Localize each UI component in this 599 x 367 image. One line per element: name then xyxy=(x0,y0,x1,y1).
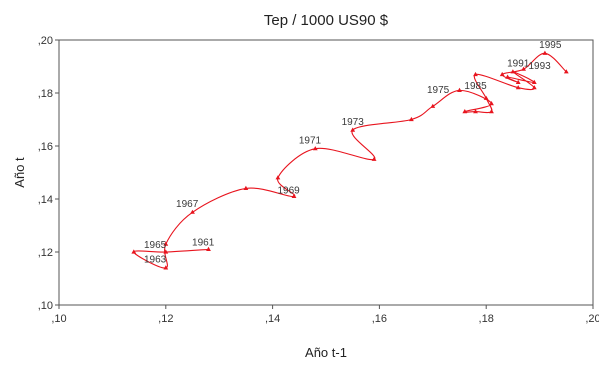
point-year-label: 1963 xyxy=(144,255,167,266)
point-year-label: 1995 xyxy=(539,40,562,51)
point-year-label: 1969 xyxy=(277,186,300,197)
point-year-label: 1991 xyxy=(507,59,530,70)
data-point-marker xyxy=(206,246,211,251)
data-point-marker xyxy=(371,156,377,161)
y-tick-label: ,18 xyxy=(38,88,53,100)
data-point-marker xyxy=(489,101,494,106)
y-tick-label: ,20 xyxy=(38,35,53,47)
point-year-label: 1971 xyxy=(299,135,322,146)
data-point-marker xyxy=(531,85,537,90)
data-point-marker xyxy=(462,109,468,114)
point-year-label: 1965 xyxy=(144,240,167,251)
data-point-marker xyxy=(563,69,569,74)
y-axis-title: Año t xyxy=(12,157,27,188)
data-point-marker xyxy=(457,87,462,92)
point-year-label: 1967 xyxy=(176,199,199,210)
y-tick-label: ,14 xyxy=(38,194,53,206)
x-axis: ,10 ,12 ,14 ,16 ,18 ,20 xyxy=(51,305,599,325)
point-year-label: 1993 xyxy=(528,61,551,72)
series-layer xyxy=(131,50,569,270)
point-year-label: 1975 xyxy=(427,85,450,96)
data-point-marker xyxy=(312,146,318,151)
point-year-label: 1961 xyxy=(192,237,215,248)
x-tick-label: ,18 xyxy=(479,313,494,325)
data-point-marker xyxy=(473,109,478,114)
y-tick-label: ,12 xyxy=(38,247,53,259)
data-point-marker xyxy=(350,127,356,132)
data-point-marker xyxy=(163,265,169,270)
data-point-marker xyxy=(489,109,494,114)
data-point-marker xyxy=(505,74,510,79)
data-point-marker xyxy=(531,79,537,84)
x-tick-label: ,14 xyxy=(265,313,280,325)
y-tick-label: ,10 xyxy=(38,300,53,312)
x-tick-label: ,20 xyxy=(585,313,599,325)
x-tick-label: ,12 xyxy=(158,313,173,325)
point-year-label: 1985 xyxy=(464,81,487,92)
data-point-marker xyxy=(499,71,505,77)
chart-title: Tep / 1000 US90 $ xyxy=(264,12,389,29)
data-point-marker xyxy=(515,79,521,84)
data-point-marker xyxy=(163,241,169,246)
data-point-marker xyxy=(521,66,526,71)
data-point-marker xyxy=(163,249,169,254)
point-labels: 1961 1965 1963 1967 1969 1971 1973 1975 1985 1991… xyxy=(144,40,562,266)
data-point-marker xyxy=(131,249,137,254)
data-point-marker xyxy=(542,50,548,55)
data-point-marker xyxy=(473,71,478,77)
data-point-marker xyxy=(291,193,297,198)
data-point-marker xyxy=(190,209,195,214)
data-point-marker xyxy=(483,95,489,100)
x-axis-title: Año t-1 xyxy=(305,345,347,360)
x-tick-label: ,10 xyxy=(51,313,66,325)
series-line xyxy=(133,52,567,269)
y-tick-label: ,16 xyxy=(38,141,53,153)
data-point-marker xyxy=(409,116,414,122)
x-tick-label: ,16 xyxy=(372,313,387,325)
data-point-marker xyxy=(510,69,516,74)
data-point-marker xyxy=(430,103,436,108)
plot-area-frame xyxy=(58,39,594,306)
y-axis: ,10 ,12 ,14 ,16 ,18 ,20 xyxy=(38,35,59,312)
data-point-marker xyxy=(515,85,521,90)
data-point-marker xyxy=(243,185,249,190)
data-point-marker xyxy=(275,175,281,180)
point-year-label: 1973 xyxy=(342,117,365,128)
